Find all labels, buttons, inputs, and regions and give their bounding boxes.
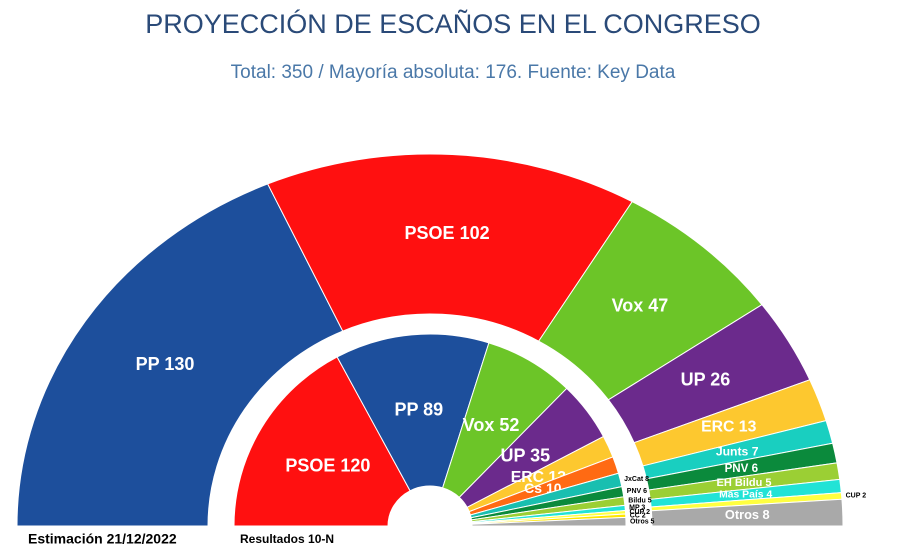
seat-segment (471, 516, 627, 527)
caption: Resultados 10-N (240, 532, 334, 546)
data-label: PP 89 (394, 399, 443, 419)
data-label: Vox 52 (463, 415, 520, 435)
seat-segment (336, 333, 490, 492)
data-label: ERC 13 (701, 418, 757, 435)
seat-segment (266, 153, 633, 342)
seat-segment (16, 183, 344, 527)
data-label: Otros 5 (630, 518, 655, 525)
data-label: Vox 47 (612, 296, 669, 316)
data-label: Bildu 5 (628, 497, 651, 504)
data-label: PNV 6 (725, 462, 759, 475)
chart-subtitle: Total: 350 / Mayoría absoluta: 176. Fuen… (231, 62, 676, 83)
data-label: CUP 2 (629, 509, 650, 516)
seat-segment (650, 498, 844, 527)
data-label: MP 3 (629, 504, 645, 511)
data-label: PP 130 (136, 354, 195, 374)
chart-title: PROYECCIÓN DE ESCAÑOS EN EL CONGRESO (145, 8, 761, 39)
data-label: UP 26 (681, 370, 731, 390)
caption: Estimación 21/12/2022 (28, 531, 177, 547)
seat-segment (233, 356, 411, 527)
data-label: UP 35 (500, 445, 550, 465)
data-label: PSOE 102 (405, 223, 490, 243)
data-label: EH Bildu 5 (717, 477, 772, 489)
data-label: PNV 6 (627, 488, 647, 495)
data-label: PSOE 120 (285, 455, 370, 475)
data-label: Más País 4 (719, 489, 772, 500)
data-label: CC 2 (630, 512, 646, 519)
data-label: Otros 8 (725, 507, 770, 522)
data-label: Junts 7 (716, 444, 759, 458)
data-label: JxCat 8 (624, 476, 649, 483)
data-label: CUP 2 (846, 493, 867, 500)
